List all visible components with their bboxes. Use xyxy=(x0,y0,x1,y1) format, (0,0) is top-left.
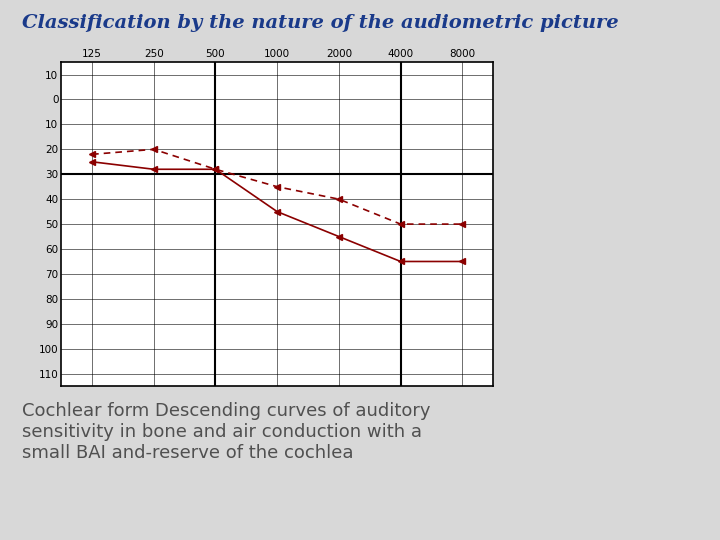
Text: Cochlear form Descending curves of auditory
sensitivity in bone and air conducti: Cochlear form Descending curves of audit… xyxy=(22,402,430,462)
Text: Classification by the nature of the audiometric picture: Classification by the nature of the audi… xyxy=(22,14,618,31)
